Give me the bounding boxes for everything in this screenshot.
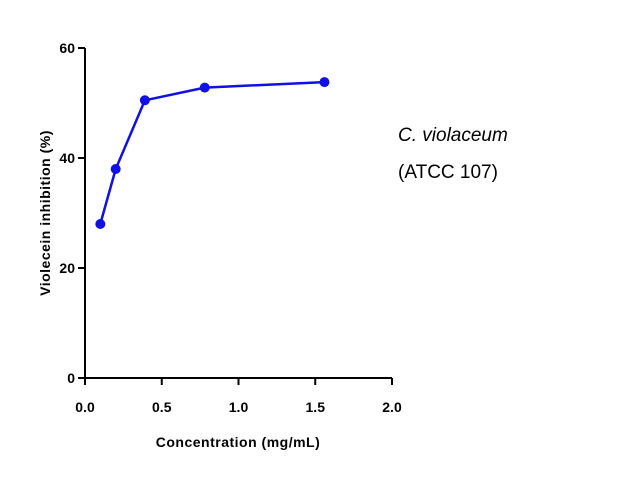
x-tick-label: 0.5 bbox=[152, 399, 172, 415]
y-ticks: 0 20 40 60 bbox=[59, 40, 85, 386]
data-point bbox=[199, 82, 210, 93]
series-line bbox=[99, 80, 325, 225]
x-tick-label: 1.5 bbox=[306, 399, 326, 415]
y-tick-label: 20 bbox=[59, 260, 75, 276]
data-point bbox=[319, 77, 330, 88]
x-ticks: 0.0 0.5 1.0 1.5 2.0 bbox=[75, 378, 402, 415]
data-point bbox=[139, 95, 150, 106]
data-point bbox=[110, 164, 121, 174]
x-axis-title: Concentration (mg/mL) bbox=[156, 434, 321, 450]
y-tick-label: 40 bbox=[59, 150, 75, 166]
annotation-species: C. violaceum bbox=[398, 125, 508, 146]
axes bbox=[84, 48, 392, 379]
series-layer bbox=[95, 77, 330, 229]
x-tick-label: 1.0 bbox=[229, 399, 249, 415]
y-axis-title: Violecein inhibition (%) bbox=[37, 130, 53, 296]
y-tick-label: 0 bbox=[67, 370, 75, 386]
y-tick-label: 60 bbox=[59, 40, 75, 56]
x-tick-label: 2.0 bbox=[382, 399, 402, 415]
x-tick-label: 0.0 bbox=[75, 399, 95, 415]
data-point bbox=[95, 219, 106, 229]
annotation-strain: (ATCC 107) bbox=[398, 162, 498, 183]
